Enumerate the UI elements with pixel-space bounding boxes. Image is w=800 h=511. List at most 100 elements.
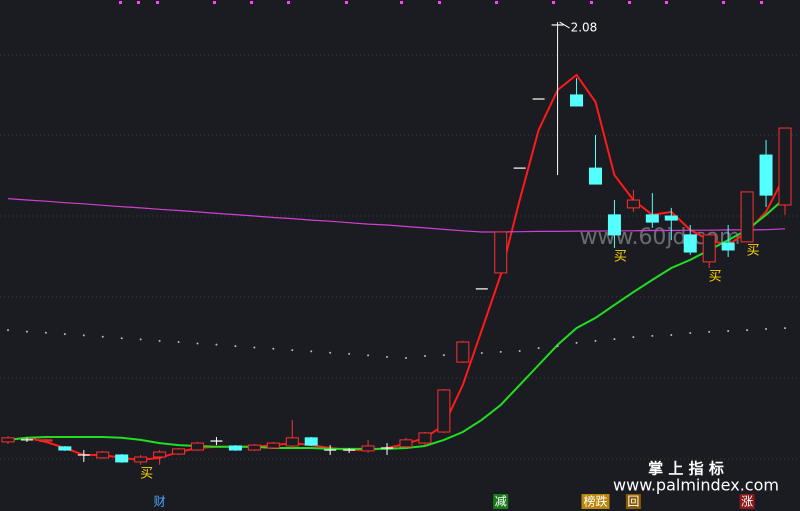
dot-line-point <box>253 346 256 349</box>
body <box>418 432 432 444</box>
candle <box>39 438 53 442</box>
event-label: 减 <box>495 495 507 509</box>
candle <box>20 437 33 442</box>
dot-line-point <box>101 335 104 338</box>
candle <box>153 450 167 465</box>
body <box>1 437 15 443</box>
candle <box>1 436 15 444</box>
dot-line-point <box>442 354 445 357</box>
top-dots <box>119 1 763 4</box>
candle <box>494 231 508 274</box>
buy-signal: 买 <box>140 466 153 481</box>
candle <box>324 445 337 455</box>
body <box>115 454 129 463</box>
dot-line-point <box>499 350 502 353</box>
dot-line-point <box>7 329 9 332</box>
dot-line-point <box>348 352 351 355</box>
candle <box>626 189 640 212</box>
body <box>304 437 318 446</box>
body <box>39 439 53 442</box>
candle <box>399 437 413 448</box>
dot-line-point <box>537 347 540 350</box>
candle <box>210 436 223 446</box>
candle <box>285 419 299 448</box>
ma-line <box>7 197 786 450</box>
candle <box>702 234 716 268</box>
dot-line-point <box>120 337 123 340</box>
candle <box>247 443 261 451</box>
candle <box>304 436 318 446</box>
dot-line-point <box>25 330 28 333</box>
dot-line-point <box>765 327 768 330</box>
dot-line-point <box>215 343 218 346</box>
dot-line-point <box>82 334 85 337</box>
candle <box>740 191 754 243</box>
buy-signal: 买 <box>709 269 722 284</box>
body <box>702 234 716 263</box>
body <box>588 167 602 185</box>
body <box>361 445 375 452</box>
candle <box>115 454 129 463</box>
brand-title: 掌 上 指 标 <box>648 460 724 478</box>
body <box>759 154 773 196</box>
body <box>645 214 659 223</box>
candle <box>361 439 375 453</box>
plot: 2.08买买买买财减榜跌回涨 <box>1 21 792 509</box>
event-label: 财 <box>154 495 166 509</box>
candle <box>721 225 735 257</box>
candle <box>96 450 110 459</box>
event-label-bg <box>493 494 509 509</box>
dot-line-point <box>651 334 654 337</box>
candle <box>381 443 394 455</box>
dot-line-point <box>480 352 483 355</box>
candle <box>228 445 242 451</box>
dot-line-point <box>158 339 161 342</box>
body <box>740 191 754 243</box>
candle <box>172 447 186 455</box>
dot-line-point <box>404 356 407 359</box>
dot-line-point <box>632 336 635 339</box>
candle <box>664 207 678 241</box>
event-label: 涨 <box>741 494 753 509</box>
candle <box>683 225 697 255</box>
candle <box>134 454 148 465</box>
body <box>664 215 678 221</box>
event-label: 回 <box>627 495 639 509</box>
event-label: 榜跌 <box>583 494 607 509</box>
brand-url: www.palmindex.com <box>613 476 779 495</box>
ma-line <box>7 198 786 233</box>
dot-line-point <box>784 327 786 330</box>
dot-line-point <box>575 341 578 344</box>
candle <box>418 432 432 446</box>
body <box>96 451 110 459</box>
body <box>191 442 205 451</box>
body <box>247 444 261 451</box>
body <box>266 442 280 449</box>
body <box>437 389 451 433</box>
dot-line-point <box>708 330 711 333</box>
candle <box>570 78 584 107</box>
dot-line-point <box>196 342 199 345</box>
dot-line-point <box>594 339 597 342</box>
dot-line-point <box>689 332 692 335</box>
dot-line-point <box>177 341 180 344</box>
body <box>683 234 697 253</box>
body <box>134 456 148 463</box>
candle <box>645 193 659 228</box>
candle <box>437 389 451 433</box>
dot-line-point <box>746 329 749 332</box>
candle <box>778 127 792 215</box>
buy-signal: 买 <box>747 243 760 258</box>
candle <box>191 441 205 451</box>
dot-line-point <box>556 345 559 348</box>
body <box>626 199 640 209</box>
candle <box>58 445 72 451</box>
dot-line-point <box>139 338 142 341</box>
dot-line-point <box>613 338 616 341</box>
body <box>456 341 470 363</box>
dot-line-point <box>727 329 730 332</box>
candle <box>607 200 621 248</box>
high-pointer <box>559 21 570 29</box>
body <box>228 445 242 451</box>
